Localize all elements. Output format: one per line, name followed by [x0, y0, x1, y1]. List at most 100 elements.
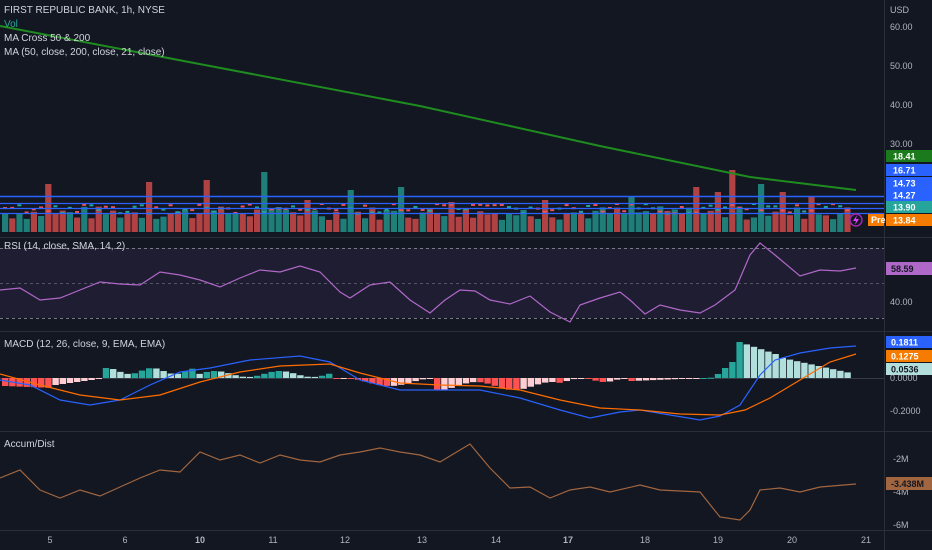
price-candle	[46, 210, 51, 213]
volume-bar	[318, 216, 325, 232]
volume-bar	[412, 218, 419, 232]
price-candle	[334, 209, 339, 212]
volume-bar	[664, 210, 671, 232]
volume-legend[interactable]: Vol	[4, 19, 18, 30]
price-axis[interactable]: USD 60.00 50.00 40.00 30.00	[890, 5, 913, 149]
macd-histogram-bar	[506, 378, 513, 390]
macd-histogram-bar	[815, 366, 822, 378]
price-candle	[802, 210, 807, 213]
macd-histogram-bar	[304, 376, 311, 378]
macd-histogram-bar	[822, 367, 830, 378]
macd-pane[interactable]	[0, 342, 884, 421]
price-candle	[766, 205, 771, 208]
volume-bar	[254, 209, 261, 232]
time-axis[interactable]: 5 6 10 11 12 13 14 17 18 19 20 21	[47, 535, 871, 545]
volume-bar	[434, 213, 441, 232]
price-badge-bg	[886, 201, 932, 213]
macd-histogram-bar	[124, 373, 131, 378]
volume-bar	[506, 213, 513, 232]
volume-bar	[232, 213, 239, 232]
volume-bar	[556, 219, 563, 232]
pre-market-marker[interactable]: Pre	[849, 213, 886, 227]
rsi-axis[interactable]: 40.00 58.59	[886, 262, 932, 307]
macd-histogram-bar	[642, 378, 650, 381]
volume-bar	[405, 217, 412, 232]
volume-bar	[606, 213, 613, 232]
macd-histogram-bar	[686, 378, 693, 379]
price-candle	[17, 204, 22, 207]
price-candle	[478, 203, 483, 206]
price-candle	[204, 206, 209, 209]
price-candle	[427, 209, 432, 212]
volume-bar	[311, 210, 318, 232]
macd-histogram-bar	[203, 371, 210, 378]
price-candle	[233, 211, 238, 214]
price-candle	[600, 210, 605, 213]
macd-line	[0, 345, 857, 421]
macd-histogram-bar	[210, 371, 218, 378]
volume-bar	[837, 213, 844, 232]
macd-histogram-bar	[448, 378, 455, 388]
macd-axis-tick: 0.0000	[890, 373, 918, 383]
ma-cross-legend[interactable]: MA Cross 50 & 200	[4, 33, 91, 44]
macd-histogram-bar	[779, 358, 786, 378]
macd-histogram-bar	[45, 378, 52, 388]
price-candle	[363, 204, 367, 207]
volume-bar	[441, 216, 448, 232]
price-candle	[831, 203, 835, 206]
price-candle	[399, 209, 403, 212]
macd-signal-line	[0, 353, 857, 416]
accum-dist-axis[interactable]: -2M -4M -6M -3.438M	[886, 454, 932, 530]
accum-dist-legend[interactable]: Accum/Dist	[4, 439, 55, 450]
time-axis-tick: 10	[195, 535, 205, 545]
ad-axis-tick: -6M	[893, 520, 909, 530]
macd-legend[interactable]: MACD (12, 26, close, 9, EMA, EMA)	[4, 339, 166, 350]
ma-legend[interactable]: MA (50, close, 200, close, 21, close)	[4, 47, 165, 58]
price-pane[interactable]	[0, 25, 884, 232]
volume-bar	[38, 216, 45, 232]
price-candle	[31, 208, 36, 211]
volume-bar	[16, 213, 23, 232]
macd-histogram-bar	[153, 368, 160, 378]
macd-histogram-bar	[606, 378, 614, 382]
macd-histogram-bar	[592, 378, 599, 381]
rsi-pane[interactable]	[0, 242, 884, 323]
macd-badge: 0.1811	[891, 338, 918, 348]
macd-histogram-bar	[88, 378, 95, 380]
price-candle	[435, 203, 439, 206]
volume-bar	[362, 218, 369, 232]
macd-axis[interactable]: 0.0000 -0.2000	[890, 373, 921, 416]
rsi-band	[0, 248, 884, 318]
volume-bar	[174, 211, 181, 232]
volume-bar	[30, 211, 37, 232]
price-candle	[528, 206, 533, 209]
price-axis-tick: 50.00	[890, 61, 913, 71]
macd-histogram-bar	[743, 344, 750, 378]
macd-histogram-bar	[2, 378, 9, 386]
price-candle	[787, 211, 792, 214]
price-candle	[658, 210, 663, 213]
volume-bar	[59, 210, 66, 232]
price-candle	[89, 204, 94, 207]
volume-bar	[621, 213, 628, 232]
volume-bar	[74, 217, 81, 232]
macd-histogram-bar	[722, 368, 729, 378]
macd-badges: 0.1811 0.1275 0.0536	[886, 336, 932, 375]
volume-bar	[282, 209, 289, 232]
rsi-legend[interactable]: RSI (14, close, SMA, 14, 2)	[4, 241, 126, 252]
price-candle	[679, 206, 684, 209]
macd-histogram-bar	[614, 378, 621, 380]
symbol-title[interactable]: FIRST REPUBLIC BANK, 1h, NYSE	[4, 5, 165, 16]
volume-bar	[736, 206, 743, 232]
price-candle	[75, 211, 79, 214]
volume-bar	[786, 215, 793, 232]
accum-dist-pane[interactable]	[0, 443, 857, 521]
price-candle	[773, 205, 778, 208]
volume-bar	[210, 210, 217, 232]
volume-bar	[131, 212, 138, 232]
macd-histogram-bar	[405, 378, 412, 384]
rsi-value-badge-bg	[886, 262, 932, 275]
macd-histogram-bar	[30, 378, 38, 388]
volume-bar	[146, 182, 153, 232]
